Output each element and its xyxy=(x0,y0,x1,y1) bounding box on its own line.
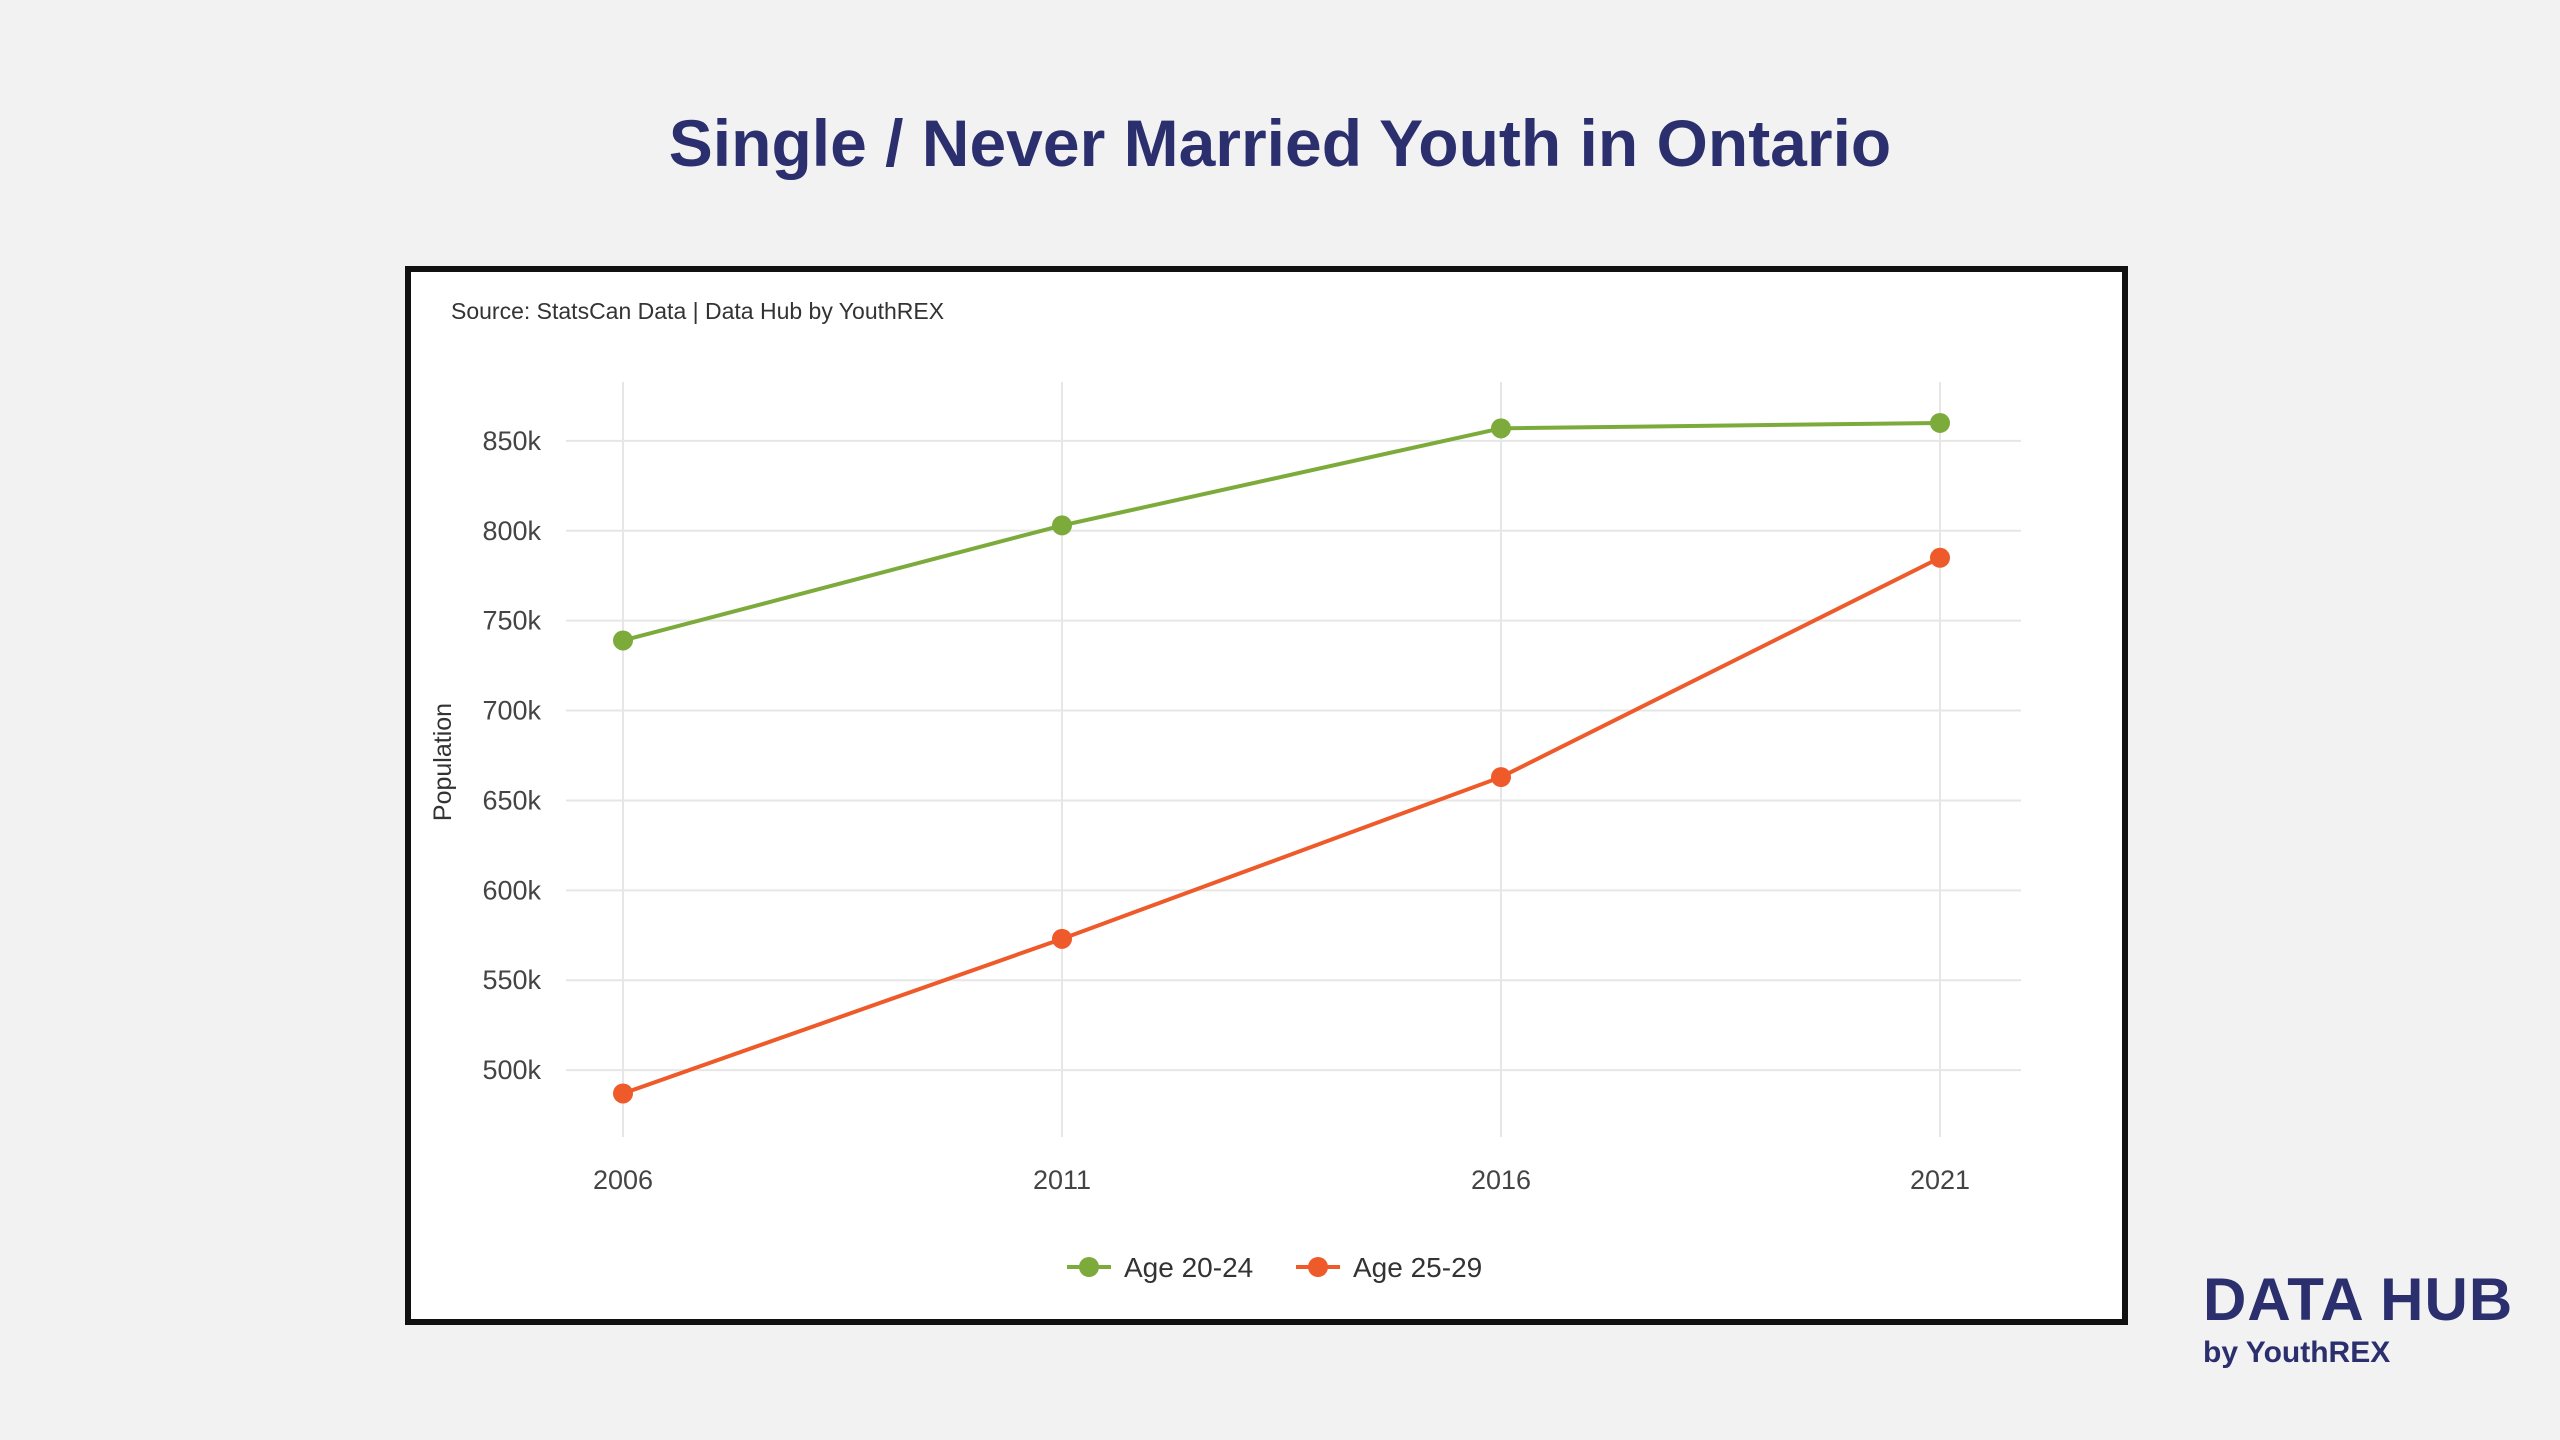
data-point xyxy=(1930,547,1950,568)
source-note: Source: StatsCan Data | Data Hub by Yout… xyxy=(451,298,945,324)
legend-label: Age 25-29 xyxy=(1353,1252,1482,1283)
y-tick-label: 850k xyxy=(482,426,541,456)
y-tick-label: 550k xyxy=(482,965,541,995)
y-tick-label: 500k xyxy=(482,1055,541,1085)
y-tick-label: 800k xyxy=(482,516,541,546)
data-point xyxy=(1930,412,1950,433)
data-point xyxy=(613,630,633,651)
page-title: Single / Never Married Youth in Ontario xyxy=(668,106,1892,180)
brand-subtitle: by YouthREX xyxy=(2203,1336,2391,1369)
legend-label: Age 20-24 xyxy=(1124,1252,1253,1283)
x-tick-label: 2021 xyxy=(1910,1165,1970,1195)
legend-marker xyxy=(1308,1257,1328,1277)
x-tick-label: 2011 xyxy=(1033,1165,1091,1195)
y-tick-label: 600k xyxy=(482,875,541,905)
line-chart: 500k 550k 600k 650k 700k 750k 800k 850k 2006 2011… xyxy=(429,382,2021,1283)
y-axis-label: Population xyxy=(429,703,457,821)
data-point xyxy=(1491,418,1511,439)
x-tick-label: 2006 xyxy=(593,1165,653,1195)
data-point xyxy=(1052,928,1072,949)
data-point xyxy=(1052,515,1072,536)
data-point xyxy=(1491,767,1511,788)
brand-name: DATA HUB xyxy=(2203,1266,2514,1333)
y-tick-label: 700k xyxy=(482,696,541,726)
series-line xyxy=(622,555,1941,1096)
legend-marker xyxy=(1079,1257,1099,1277)
y-tick-label: 750k xyxy=(482,606,541,636)
data-point xyxy=(613,1083,633,1104)
series-line xyxy=(622,420,1941,643)
brand-logo: DATA HUB by YouthREX xyxy=(2203,1268,2513,1370)
x-tick-label: 2016 xyxy=(1471,1165,1531,1195)
y-tick-label: 650k xyxy=(482,785,541,815)
chart-frame: Source: StatsCan Data | Data Hub by Yout… xyxy=(405,266,2128,1325)
